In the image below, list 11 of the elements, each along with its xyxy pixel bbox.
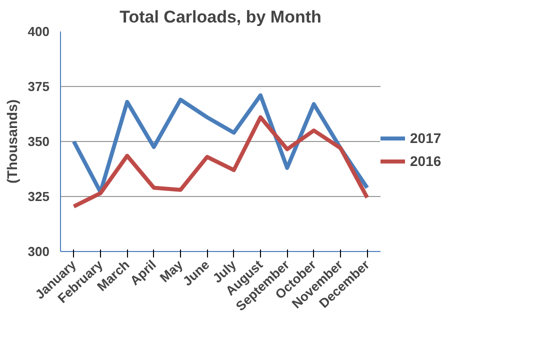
- y-axis-title: (Thousands): [4, 99, 20, 184]
- y-tick-label: 350: [28, 134, 50, 149]
- y-tick-label: 400: [28, 24, 50, 39]
- chart-title: Total Carloads, by Month: [120, 8, 322, 26]
- y-tick-label: 375: [28, 79, 50, 94]
- line-series: [72, 115, 370, 208]
- y-tick-label: 325: [28, 189, 50, 204]
- y-tick-label: 300: [28, 244, 50, 259]
- line-series: [72, 93, 370, 194]
- legend-label: 2017: [410, 130, 442, 146]
- legend-label: 2016: [410, 153, 442, 169]
